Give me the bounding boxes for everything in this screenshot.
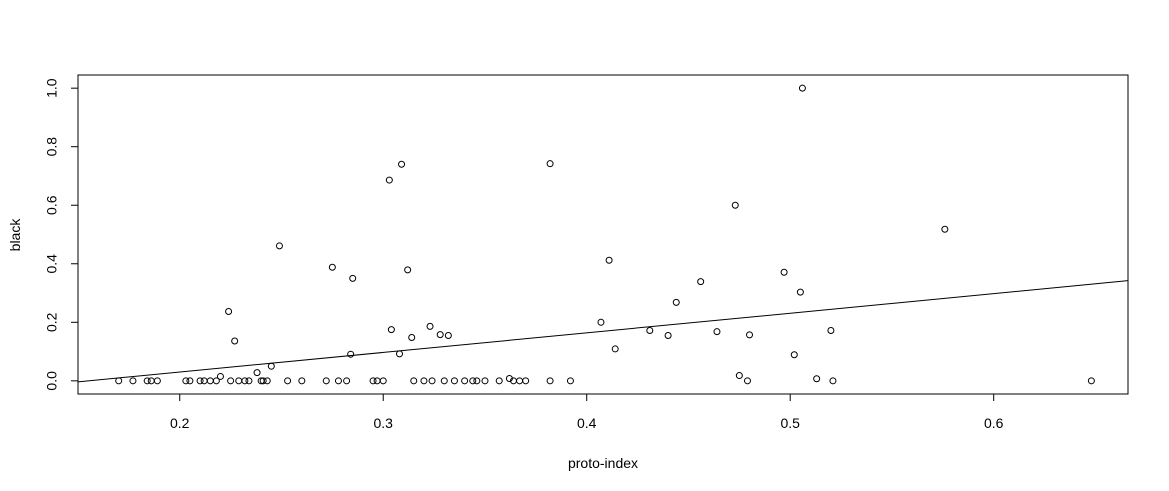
data-point [186, 377, 194, 385]
data-point [611, 345, 619, 353]
data-point [267, 362, 275, 370]
y-tick-label: 0.6 [44, 195, 60, 215]
data-point [275, 242, 283, 250]
data-point [420, 377, 428, 385]
data-point [284, 377, 292, 385]
data-point [827, 326, 835, 334]
data-point [263, 377, 271, 385]
y-tick-label: 0.0 [44, 371, 60, 391]
data-point [605, 256, 613, 264]
data-point [349, 274, 357, 282]
data-point [522, 377, 530, 385]
data-point [829, 377, 837, 385]
x-tick-label: 0.5 [780, 415, 800, 431]
data-point [396, 350, 404, 358]
data-point [780, 268, 788, 276]
data-point [546, 160, 554, 168]
data-point [227, 377, 235, 385]
x-axis-label: proto-index [568, 455, 638, 471]
x-tick-label: 0.3 [373, 415, 393, 431]
data-point [731, 201, 739, 209]
data-point [672, 298, 680, 306]
data-point [334, 377, 342, 385]
data-point [1087, 377, 1095, 385]
data-point [798, 84, 806, 92]
data-point [813, 375, 821, 383]
regression-line [77, 280, 1129, 383]
data-point [566, 377, 574, 385]
data-point [428, 377, 436, 385]
data-point [245, 377, 253, 385]
data-point [664, 331, 672, 339]
data-point [196, 377, 204, 385]
data-point [298, 377, 306, 385]
data-point [746, 331, 754, 339]
data-point [343, 377, 351, 385]
y-tick-label: 0.2 [44, 312, 60, 332]
y-tick-label: 0.8 [44, 137, 60, 157]
data-point [322, 377, 330, 385]
data-point [646, 326, 654, 334]
data-point [385, 176, 393, 184]
data-point [735, 372, 743, 380]
data-point [473, 377, 481, 385]
data-point [253, 369, 261, 377]
data-point [436, 331, 444, 339]
data-point [347, 350, 355, 358]
x-tick-label: 0.2 [170, 415, 190, 431]
y-axis: 0.0 0.2 0.4 0.6 0.8 1.0 [44, 78, 79, 391]
y-tick-label: 0.4 [44, 254, 60, 274]
data-point [495, 377, 503, 385]
data-point [328, 263, 336, 271]
data-point [410, 377, 418, 385]
data-point [743, 377, 751, 385]
data-point [597, 318, 605, 326]
data-point [713, 328, 721, 336]
data-point [426, 322, 434, 330]
x-tick-label: 0.6 [984, 415, 1004, 431]
data-point [153, 377, 161, 385]
x-tick-label: 0.4 [577, 415, 597, 431]
y-axis-label: black [7, 218, 23, 252]
data-point [440, 377, 448, 385]
x-axis: 0.2 0.3 0.4 0.5 0.6 [170, 393, 1004, 431]
data-point [143, 377, 151, 385]
data-point [379, 377, 387, 385]
data-point [212, 377, 220, 385]
data-point [129, 377, 137, 385]
data-point [387, 326, 395, 334]
data-point [182, 377, 190, 385]
data-point [444, 331, 452, 339]
data-point [790, 351, 798, 359]
data-point [408, 334, 416, 342]
data-point [546, 377, 554, 385]
data-point [259, 377, 267, 385]
data-point [398, 160, 406, 168]
data-point [241, 377, 249, 385]
data-point [231, 337, 239, 345]
data-point [450, 377, 458, 385]
data-point [461, 377, 469, 385]
y-tick-label: 1.0 [44, 78, 60, 98]
data-point [216, 372, 224, 380]
data-point [481, 377, 489, 385]
data-point [404, 266, 412, 274]
data-point [369, 377, 377, 385]
data-point [469, 377, 477, 385]
data-point [941, 225, 949, 233]
data-point [225, 307, 233, 315]
data-point [115, 377, 123, 385]
data-point [697, 278, 705, 286]
data-point [505, 374, 513, 382]
data-point [796, 288, 804, 296]
data-points [115, 84, 1095, 385]
